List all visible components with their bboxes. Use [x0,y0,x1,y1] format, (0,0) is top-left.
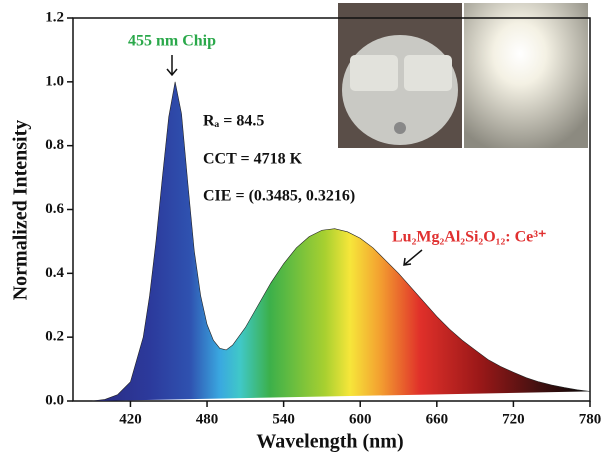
x-tick-label: 660 [426,411,449,427]
x-axis-title: Wavelength (nm) [256,431,403,453]
spectrum-area [92,81,591,402]
phosphor-label: Lu₂Mg₂Al₂Si₂O₁₂: Ce³⁺ [392,229,546,246]
ra-label: Rₐ = 84.5 [203,113,264,130]
arrow [403,249,423,266]
x-tick-label: 480 [196,411,219,427]
x-tick-label: 540 [272,411,295,427]
chip-label: 455 nm Chip [128,33,216,50]
x-tick-label: 600 [349,411,372,427]
y-tick-label: 0.6 [45,201,64,217]
arrow [166,55,178,77]
x-tick-label: 420 [119,411,142,427]
x-tick-label: 780 [579,411,602,427]
y-tick-label: 0.0 [45,392,64,408]
inset-photos [338,3,588,148]
y-axis-title: Normalized Intensity [10,120,32,301]
cct-label: CCT = 4718 K [203,151,303,168]
y-tick-label: 1.2 [45,9,64,25]
y-tick-label: 0.8 [45,137,64,153]
y-tick-label: 1.0 [45,73,64,89]
y-tick-label: 0.4 [45,265,64,281]
cie-label: CIE = (0.3485, 0.3216) [203,188,355,205]
x-tick-label: 720 [502,411,525,427]
y-tick-label: 0.2 [45,329,64,345]
